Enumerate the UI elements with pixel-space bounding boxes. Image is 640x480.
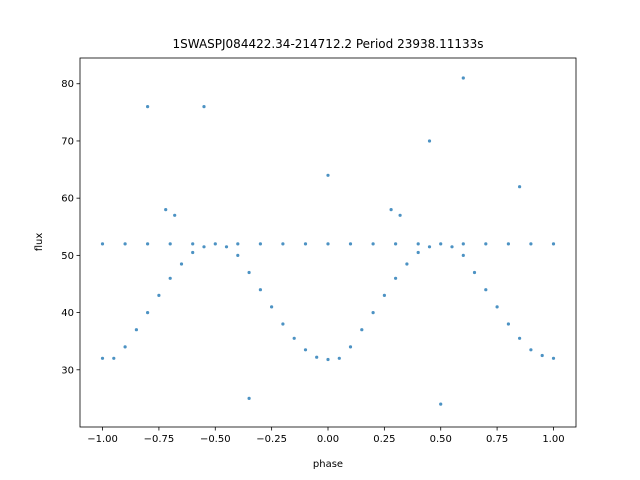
- y-axis-label: flux: [34, 233, 45, 252]
- data-point: [100, 356, 105, 360]
- data-point: [484, 242, 488, 246]
- data-point: [179, 262, 184, 266]
- data-point: [236, 253, 240, 257]
- data-point: [405, 262, 409, 266]
- data-point: [529, 348, 533, 352]
- data-point: [224, 245, 229, 249]
- data-point: [551, 356, 556, 360]
- data-point: [281, 242, 285, 246]
- y-tick-label: 70: [61, 136, 74, 147]
- data-point: [529, 242, 533, 246]
- data-point: [439, 402, 443, 406]
- chart-title: 1SWASPJ084422.34-214712.2 Period 23938.1…: [172, 37, 483, 51]
- data-point: [450, 245, 454, 249]
- data-point: [303, 242, 308, 246]
- y-tick-label: 50: [61, 251, 74, 262]
- data-point: [540, 353, 544, 358]
- data-point: [236, 242, 240, 246]
- y-tick-label: 40: [61, 308, 74, 319]
- x-tick-label: 0.00: [317, 434, 339, 445]
- y-axis-ticks: 30 40 50 60 70 80: [61, 79, 80, 376]
- data-point: [326, 357, 330, 362]
- scatter-points: [100, 76, 556, 406]
- x-axis-label: phase: [313, 459, 343, 470]
- x-tick-label: −1.00: [87, 434, 118, 445]
- x-tick-label: 0.50: [430, 434, 452, 445]
- data-point: [146, 242, 150, 246]
- data-point: [258, 288, 262, 292]
- data-point: [315, 355, 319, 359]
- data-point: [360, 328, 364, 332]
- data-point: [173, 213, 177, 217]
- data-point: [416, 242, 420, 246]
- data-point: [398, 213, 402, 217]
- x-tick-label: 1.00: [542, 434, 564, 445]
- data-point: [348, 345, 353, 349]
- data-point: [112, 356, 116, 360]
- data-point: [303, 348, 308, 352]
- data-point: [326, 173, 330, 177]
- x-tick-label: 0.25: [373, 434, 395, 445]
- data-point: [337, 356, 341, 360]
- y-tick-label: 60: [61, 194, 74, 205]
- data-point: [123, 242, 127, 246]
- data-point: [258, 242, 262, 246]
- data-point: [168, 242, 172, 246]
- y-tick-label: 80: [61, 79, 74, 90]
- data-point: [461, 253, 465, 257]
- data-point: [292, 336, 296, 340]
- data-point: [100, 242, 105, 246]
- data-point: [326, 242, 330, 246]
- data-point: [371, 242, 375, 246]
- data-point: [518, 336, 522, 340]
- data-point: [146, 105, 150, 109]
- data-point: [281, 322, 285, 326]
- data-point: [247, 396, 251, 400]
- data-point: [146, 311, 150, 315]
- x-tick-label: −0.25: [256, 434, 287, 445]
- data-point: [461, 76, 465, 80]
- data-point: [371, 311, 375, 315]
- data-point: [191, 250, 195, 255]
- data-point: [484, 288, 488, 292]
- x-tick-label: −0.50: [200, 434, 231, 445]
- data-point: [416, 250, 420, 255]
- x-axis-ticks: −1.00 −0.75 −0.50 −0.25 0.00 0.25 0.50 0.75 1.00: [87, 427, 565, 445]
- data-point: [427, 139, 432, 143]
- data-point: [164, 208, 168, 212]
- data-point: [439, 242, 443, 246]
- data-point: [495, 305, 499, 309]
- data-point: [551, 242, 556, 246]
- x-tick-label: 0.75: [486, 434, 508, 445]
- data-point: [270, 305, 274, 309]
- data-point: [157, 293, 161, 297]
- x-tick-label: −0.75: [144, 434, 175, 445]
- data-point: [506, 322, 510, 326]
- data-point: [427, 245, 432, 249]
- data-point: [382, 293, 386, 297]
- data-point: [394, 276, 398, 280]
- data-point: [202, 105, 206, 109]
- data-point: [168, 276, 172, 280]
- data-point: [461, 242, 465, 246]
- y-tick-label: 30: [61, 365, 74, 376]
- data-point: [134, 328, 138, 332]
- data-point: [247, 270, 251, 275]
- data-point: [472, 270, 477, 275]
- data-point: [389, 208, 393, 212]
- data-point: [506, 242, 510, 246]
- data-point: [518, 185, 522, 189]
- data-point: [348, 242, 353, 246]
- data-point: [202, 245, 206, 249]
- data-point: [213, 242, 217, 246]
- data-point: [394, 242, 398, 246]
- data-point: [123, 345, 127, 349]
- data-point: [191, 242, 195, 246]
